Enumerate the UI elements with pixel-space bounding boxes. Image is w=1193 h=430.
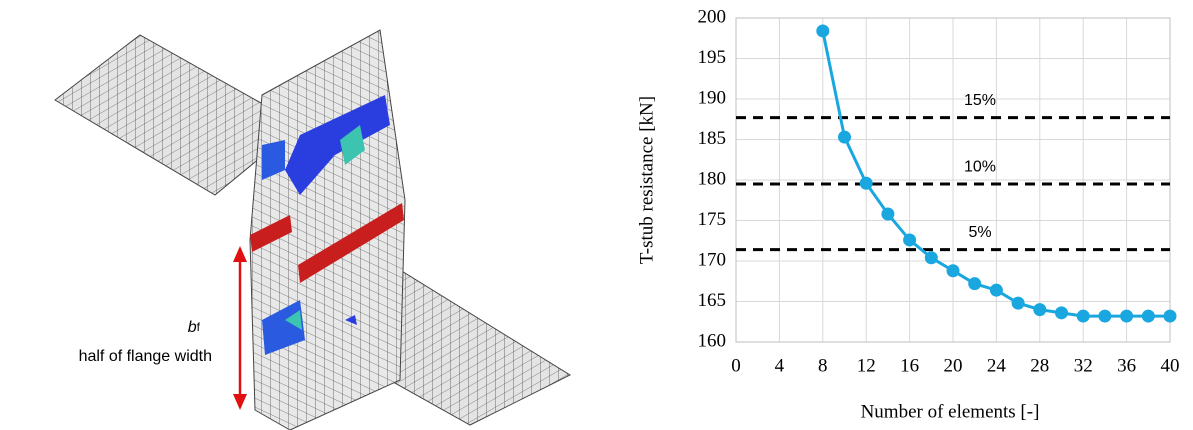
data-point — [989, 283, 1003, 297]
y-tick-label: 175 — [698, 209, 727, 230]
x-tick-label: 28 — [1030, 355, 1049, 376]
x-tick-label: 40 — [1161, 355, 1180, 376]
dimension-symbol: bf — [188, 319, 201, 336]
data-point — [1098, 309, 1112, 323]
data-point — [968, 277, 982, 291]
y-tick-label: 160 — [698, 330, 727, 351]
fe-model — [54, 29, 572, 430]
data-point — [1163, 309, 1177, 323]
data-point — [1141, 309, 1155, 323]
y-axis-title: T-stub resistance [kN] — [636, 96, 657, 264]
reference-label: 15% — [964, 92, 996, 109]
y-tick-label: 180 — [698, 168, 727, 189]
x-tick-label: 12 — [857, 355, 876, 376]
reference-label: 10% — [964, 158, 996, 175]
x-tick-label: 0 — [731, 355, 741, 376]
x-tick-label: 32 — [1074, 355, 1093, 376]
y-tick-label: 165 — [698, 290, 727, 311]
x-tick-label: 8 — [818, 355, 828, 376]
x-tick-label: 16 — [900, 355, 919, 376]
data-point — [881, 207, 895, 221]
data-point — [1055, 306, 1068, 320]
y-tick-label: 195 — [698, 47, 727, 68]
data-point — [946, 264, 960, 278]
data-point — [1011, 296, 1025, 310]
symbol: b — [188, 319, 197, 336]
x-tick-label: 24 — [987, 355, 1007, 376]
chart: 160 165 170 175 180 185 190 195 200 0 4 8 12 16 20 24 28… — [698, 6, 1180, 376]
data-point — [859, 176, 873, 190]
dimension-label: half of flange width — [79, 348, 212, 365]
y-tick-label: 170 — [698, 249, 727, 270]
x-tick-label: 36 — [1117, 355, 1136, 376]
y-tick-label: 185 — [698, 128, 727, 149]
data-point — [816, 24, 830, 38]
data-point — [838, 130, 851, 144]
plot-frame — [735, 17, 1171, 343]
data-point — [1120, 309, 1134, 323]
y-tick-label: 200 — [698, 6, 727, 27]
data-point — [903, 233, 917, 247]
reference-label: 5% — [968, 224, 991, 241]
subscript: f — [197, 320, 201, 334]
data-point — [924, 251, 938, 265]
data-point — [1033, 303, 1047, 317]
y-tick-label: 190 — [698, 87, 727, 108]
x-tick-label: 20 — [944, 355, 963, 376]
data-point — [1076, 309, 1090, 323]
x-axis-title: Number of elements [-] — [861, 401, 1040, 422]
x-tick-label: 4 — [775, 355, 785, 376]
